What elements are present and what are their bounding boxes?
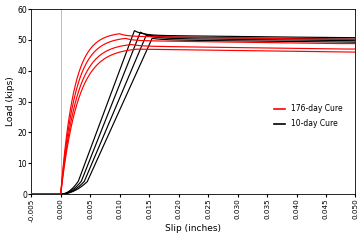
- Y-axis label: Load (kips): Load (kips): [5, 77, 15, 126]
- Legend: 176-day Cure, 10-day Cure: 176-day Cure, 10-day Cure: [272, 102, 345, 131]
- X-axis label: Slip (inches): Slip (inches): [165, 224, 221, 234]
